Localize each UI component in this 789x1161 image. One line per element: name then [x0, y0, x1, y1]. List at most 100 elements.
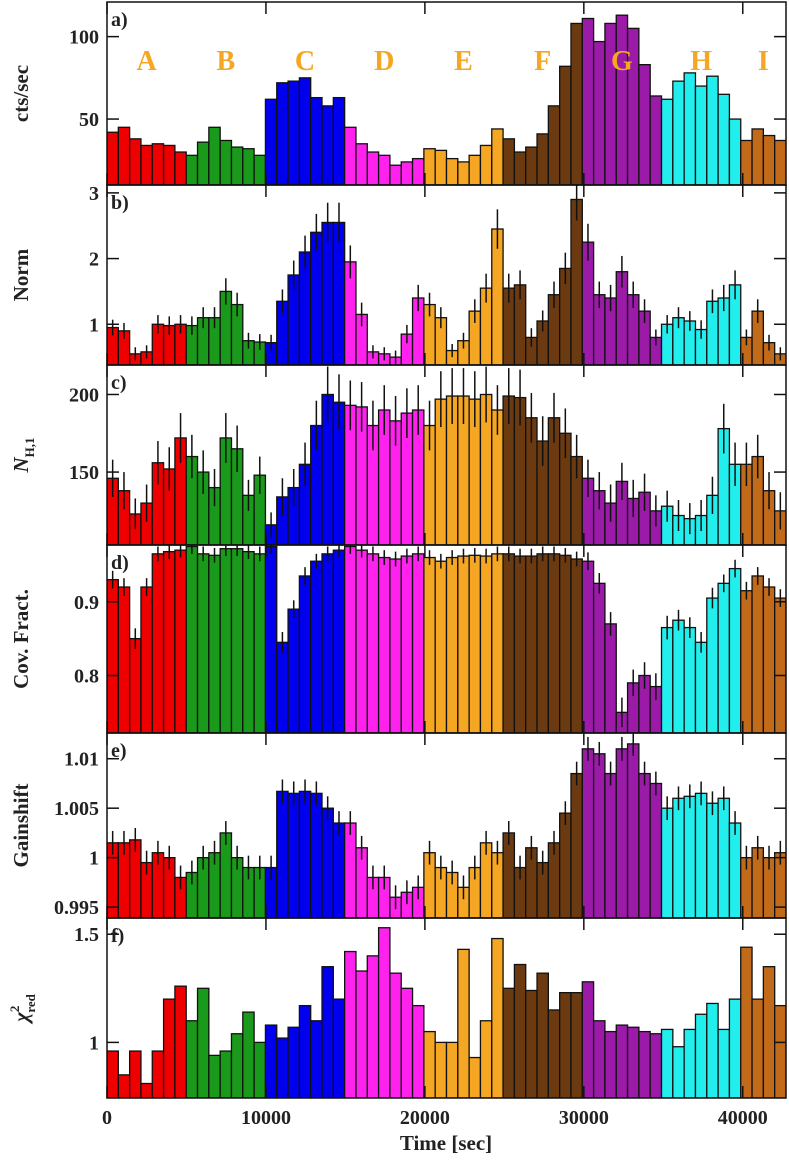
bar: [751, 575, 765, 733]
bar: [174, 151, 187, 185]
y-label-text: Cov. Fract.: [9, 589, 33, 689]
bar: [400, 161, 414, 185]
bar: [660, 1028, 674, 1098]
bar: [310, 231, 323, 365]
bar: [672, 80, 685, 185]
bar: [140, 586, 153, 733]
bar: [683, 626, 697, 733]
bar: [717, 93, 731, 185]
bar: [672, 797, 685, 918]
bar: [162, 998, 176, 1098]
bar: [592, 582, 606, 733]
bar: [343, 822, 357, 918]
bar: [592, 1020, 606, 1098]
bar: [185, 545, 199, 733]
bar: [389, 558, 402, 733]
bar: [740, 590, 753, 733]
bar: [626, 1026, 640, 1098]
bar: [694, 641, 708, 733]
bar: [604, 623, 617, 733]
y-label-text: N: [9, 457, 33, 474]
y-tick-label: 1: [89, 314, 99, 336]
bar: [468, 154, 482, 185]
bar: [502, 553, 516, 733]
panel: [107, 185, 786, 365]
bar: [638, 63, 651, 185]
bar: [513, 963, 527, 1098]
bar: [536, 133, 549, 185]
bar: [570, 558, 583, 733]
bar: [592, 753, 606, 918]
bar: [638, 1030, 651, 1098]
bar: [604, 772, 617, 918]
bar: [706, 1002, 719, 1098]
bar: [581, 560, 595, 733]
y-label-text: χ: [9, 1011, 33, 1025]
bar: [196, 553, 210, 733]
bar: [694, 1013, 708, 1098]
group-label: C: [295, 46, 315, 77]
bar: [649, 1033, 663, 1098]
bar: [672, 619, 685, 733]
bar: [162, 144, 176, 185]
y-tick-label: 0.995: [54, 897, 99, 919]
bar: [174, 549, 187, 733]
bar: [649, 95, 663, 185]
y-label-sup: 2: [7, 1006, 22, 1013]
bar: [332, 96, 346, 185]
bar: [253, 154, 267, 185]
bar: [570, 198, 583, 365]
bar: [298, 251, 312, 365]
bar: [536, 553, 549, 733]
bar: [774, 139, 786, 185]
bar: [468, 1056, 482, 1098]
y-axis-label: Cov. Fract.: [9, 589, 33, 689]
bar: [117, 126, 131, 185]
bar: [457, 948, 470, 1098]
bar: [400, 987, 414, 1098]
bar: [592, 40, 606, 185]
panel: [107, 545, 786, 733]
bar: [423, 556, 436, 733]
bar: [513, 555, 527, 733]
bar: [287, 608, 301, 733]
group-label: A: [136, 46, 157, 77]
bar: [615, 14, 629, 185]
y-label-sub: red: [23, 993, 38, 1012]
group-label: E: [454, 46, 473, 77]
bar: [547, 105, 561, 185]
group-label: I: [758, 46, 769, 77]
bar: [411, 157, 425, 185]
bar: [513, 151, 527, 185]
bar: [174, 985, 187, 1098]
bar: [706, 75, 719, 185]
x-tick-label: 40000: [718, 1107, 768, 1129]
y-axis-label: χ2red: [7, 993, 38, 1025]
panel: [107, 927, 786, 1098]
bar: [264, 545, 278, 733]
x-axis-label: Time [sec]: [400, 1131, 492, 1155]
bar: [683, 72, 697, 185]
bar: [107, 1050, 119, 1098]
bar: [525, 555, 538, 733]
bar: [219, 139, 233, 185]
bar: [457, 555, 470, 733]
bar: [321, 966, 334, 1098]
bar: [411, 553, 425, 733]
bar: [242, 1011, 255, 1098]
bar: [219, 832, 233, 918]
bar: [321, 807, 334, 918]
panel-label: d): [111, 552, 129, 574]
y-tick-label: 3: [89, 183, 99, 205]
bar: [717, 582, 731, 733]
bar: [128, 138, 142, 185]
y-label-text: cts/sec: [9, 65, 33, 122]
bar: [762, 586, 776, 733]
bar: [107, 131, 119, 185]
bar: [728, 567, 742, 733]
bar: [298, 790, 312, 918]
bar: [728, 998, 742, 1098]
bar: [196, 987, 210, 1098]
bar: [706, 597, 719, 733]
bar: [717, 1028, 731, 1098]
